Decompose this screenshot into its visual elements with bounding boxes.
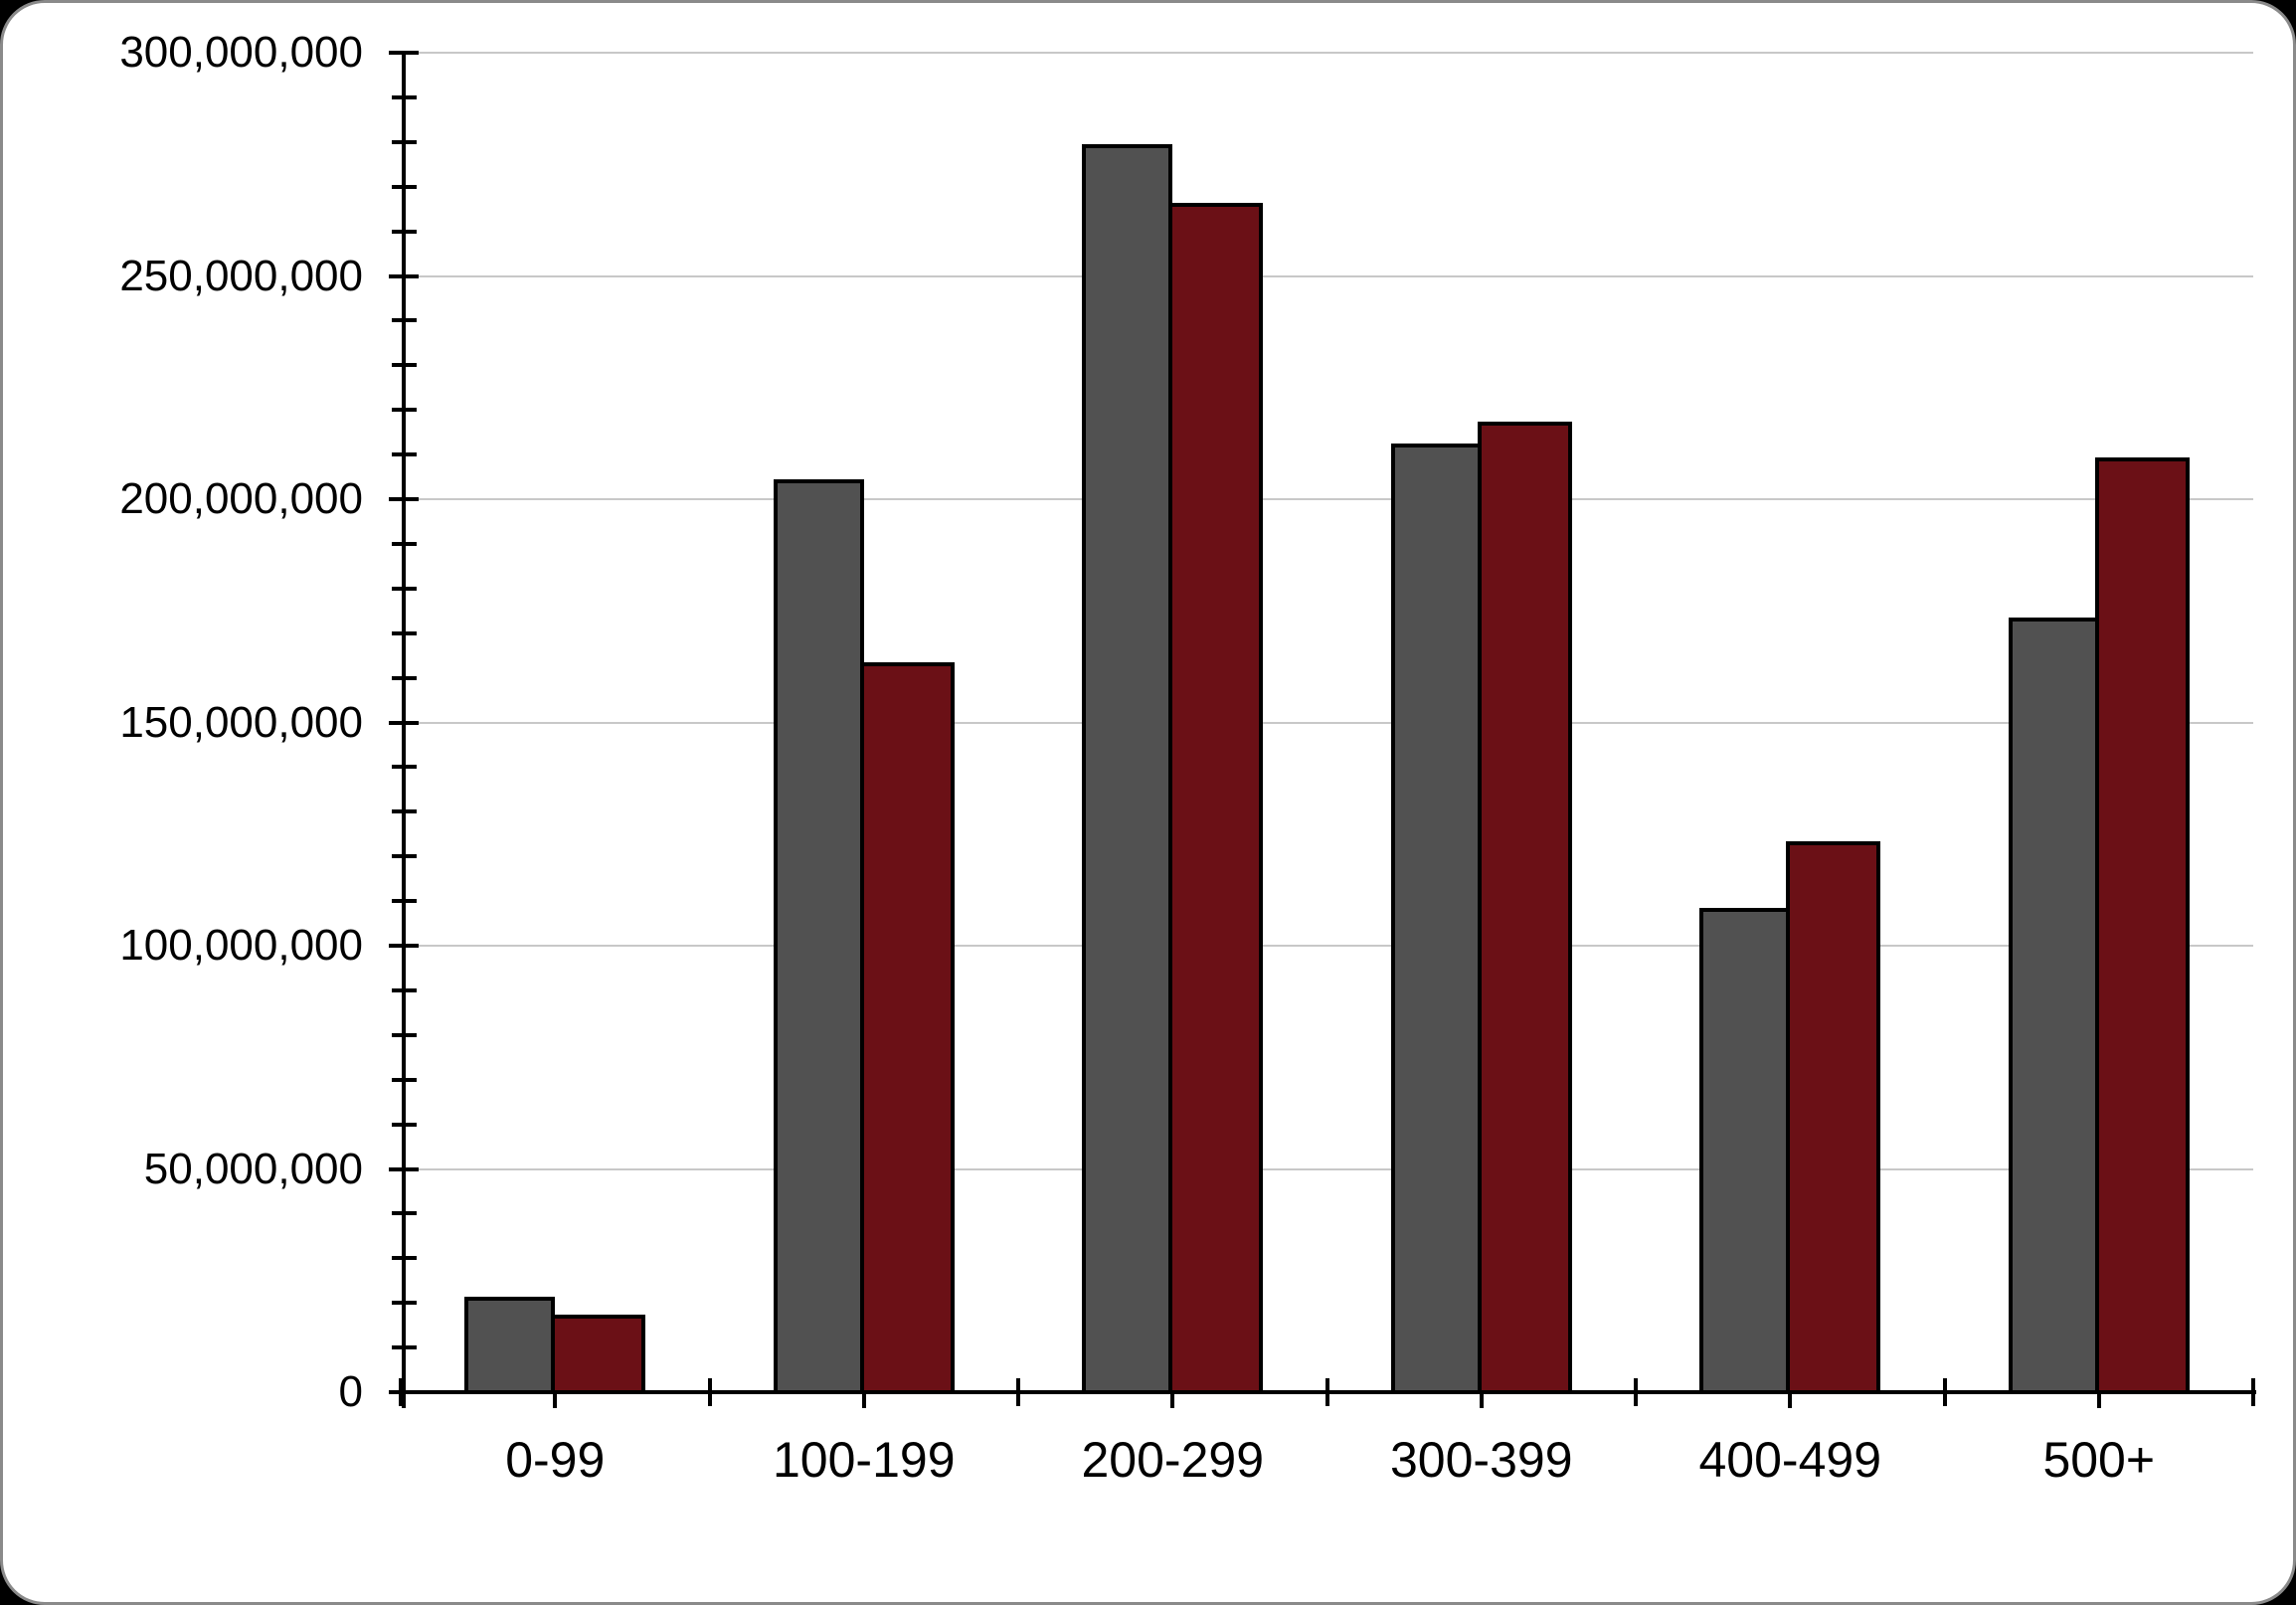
bar-gray xyxy=(1082,144,1173,1394)
y-axis-line xyxy=(402,51,406,1408)
bar-dark-red xyxy=(1477,421,1572,1394)
y-tick-label: 200,000,000 xyxy=(119,474,363,523)
bar-dark-red xyxy=(1168,202,1264,1394)
bar-gray xyxy=(2008,618,2099,1394)
y-tick-label: 300,000,000 xyxy=(119,28,363,77)
bar-chart: 0 50,000,000 100,000,000 150,000,000 200,000… xyxy=(3,3,2293,1602)
x-tick-label: 100-199 xyxy=(773,1432,956,1488)
y-gridline xyxy=(404,498,2253,500)
bar-gray xyxy=(773,479,864,1394)
y-tick-label: 50,000,000 xyxy=(143,1144,363,1193)
y-gridline xyxy=(404,945,2253,947)
y-tick-label: 250,000,000 xyxy=(119,251,363,300)
y-gridline xyxy=(404,52,2253,54)
bar-gray xyxy=(1699,908,1791,1394)
y-gridline xyxy=(404,274,2253,277)
x-minor-tick xyxy=(861,1392,866,1408)
y-tick-label: 0 xyxy=(338,1367,363,1416)
bar-dark-red xyxy=(1786,840,1881,1394)
x-minor-tick xyxy=(1479,1392,1484,1408)
x-minor-tick xyxy=(2096,1392,2101,1408)
x-tick-label: 0-99 xyxy=(505,1432,606,1488)
x-tick-label: 300-399 xyxy=(1390,1432,1573,1488)
bar-gray xyxy=(1390,444,1482,1394)
x-axis-line xyxy=(399,1390,2256,1394)
y-tick-label: 150,000,000 xyxy=(119,697,363,747)
bar-dark-red xyxy=(551,1314,646,1394)
x-tick-label: 500+ xyxy=(2042,1432,2156,1488)
x-minor-tick xyxy=(1788,1392,1793,1408)
bar-gray xyxy=(464,1296,556,1394)
x-tick-label: 200-299 xyxy=(1081,1432,1265,1488)
y-gridline xyxy=(404,1167,2253,1170)
y-tick-label: 100,000,000 xyxy=(119,921,363,970)
x-tick-label: 400-499 xyxy=(1698,1432,1882,1488)
y-gridline xyxy=(404,721,2253,724)
bar-dark-red xyxy=(859,662,955,1394)
x-minor-tick xyxy=(1170,1392,1175,1408)
x-minor-tick xyxy=(553,1392,558,1408)
bar-dark-red xyxy=(2094,456,2190,1394)
